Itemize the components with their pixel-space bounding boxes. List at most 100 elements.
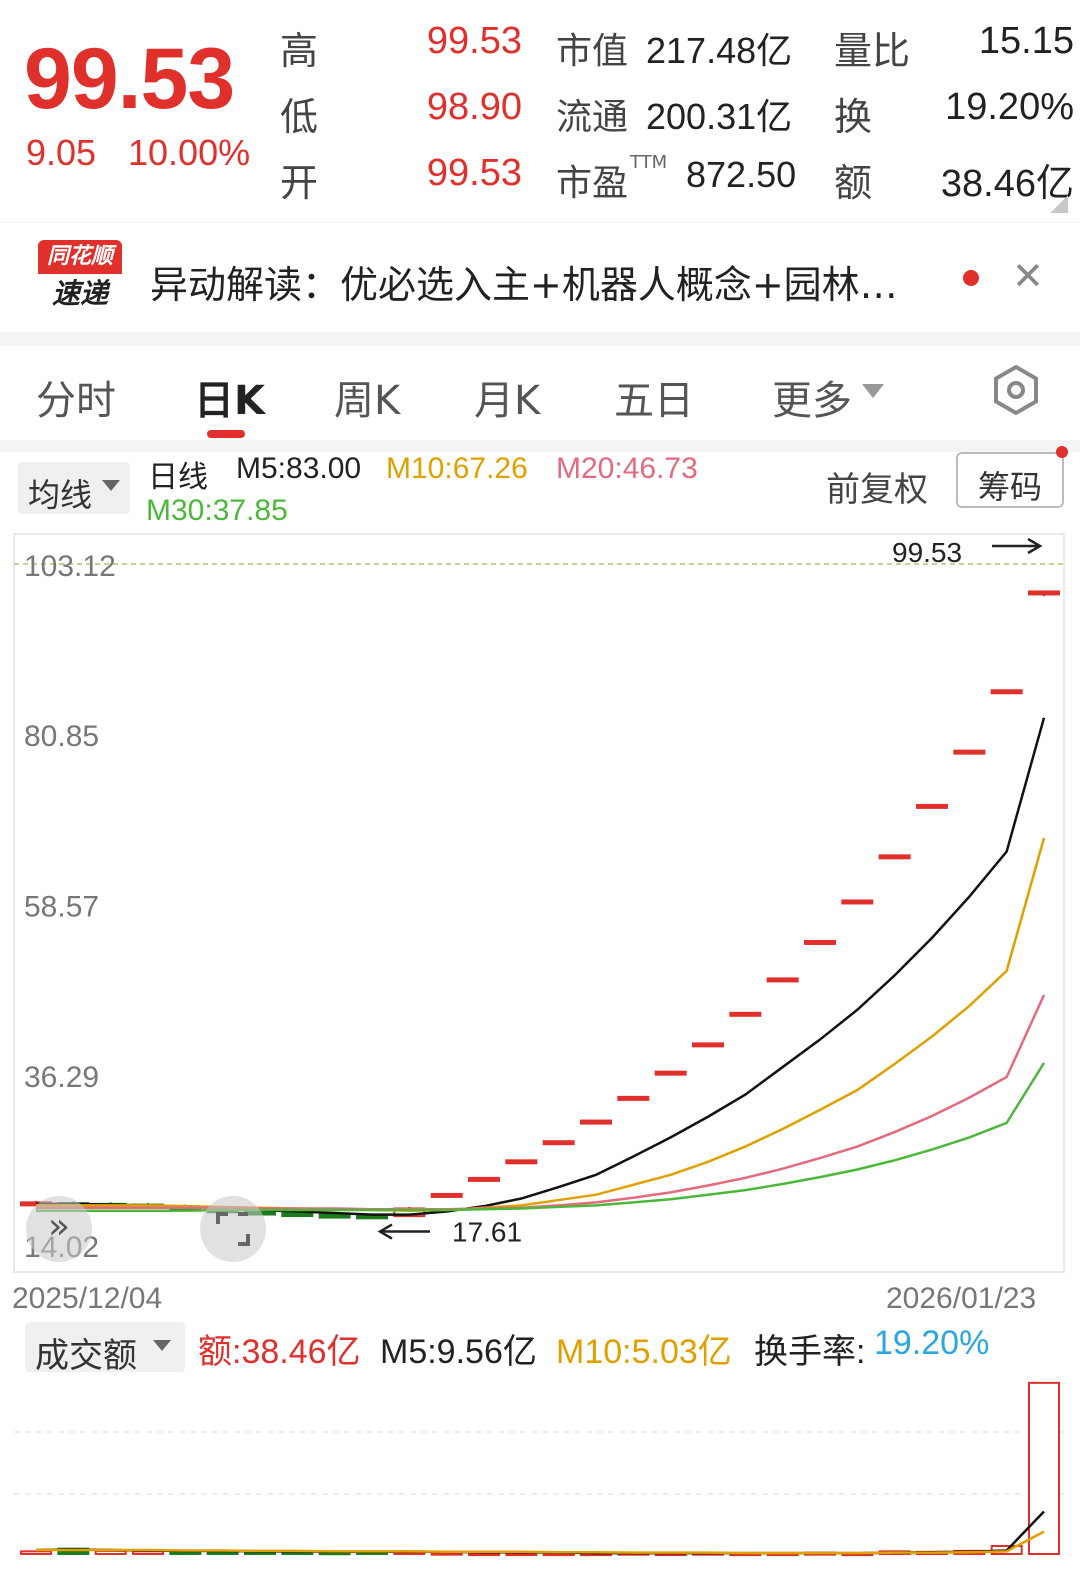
volratio-label: 量比 xyxy=(834,29,911,73)
ma-line-m10 xyxy=(36,837,1046,1213)
section-divider xyxy=(0,332,1080,346)
last-price: 99.53 xyxy=(24,31,235,127)
volume-ma10-legend: M10:5.03亿 xyxy=(556,1333,732,1371)
open-label: 开 xyxy=(280,161,319,205)
candle xyxy=(990,689,1023,695)
volratio-value: 15.15 xyxy=(978,20,1074,62)
candle xyxy=(766,977,799,983)
min-price-label: 17.61 xyxy=(452,1217,522,1248)
turnover-rate-value: 19.20% xyxy=(874,1324,990,1362)
volume-chart[interactable] xyxy=(0,1370,1080,1570)
volume-ma-line-m10 xyxy=(36,1530,1045,1555)
candle xyxy=(878,854,911,860)
volume-selector-label: 成交额 xyxy=(35,1336,137,1376)
last-price-label: 99.53 xyxy=(892,537,962,568)
alert-text[interactable]: 异动解读：优必选入主+机器人概念+园林… xyxy=(150,263,898,307)
chart-frame xyxy=(13,533,1065,1273)
ma20-legend: M20:46.73 xyxy=(556,452,698,485)
y-tick-label: 80.85 xyxy=(24,720,99,753)
chevron-down-icon xyxy=(153,1340,171,1351)
ma5-legend: M5:83.00 xyxy=(236,452,362,485)
price-change: 9.05 xyxy=(26,132,97,173)
candle xyxy=(617,1095,650,1101)
candle xyxy=(505,1159,538,1165)
volume-bar xyxy=(1028,1381,1060,1556)
candle xyxy=(542,1140,575,1146)
volume-bar xyxy=(20,1550,52,1556)
pe-label: 市盈 xyxy=(556,163,629,204)
high-label: 高 xyxy=(280,29,319,73)
candle xyxy=(841,899,874,905)
arrow-right-icon xyxy=(992,537,1043,555)
amount-label: 额 xyxy=(834,161,873,205)
ma-line-m30 xyxy=(36,1062,1046,1213)
forward-adjust-toggle[interactable]: 前复权 xyxy=(826,470,928,510)
float-label: 流通 xyxy=(556,97,629,138)
indicator-selector[interactable]: 均线 xyxy=(18,462,130,514)
tab-daily-k[interactable]: 日K xyxy=(194,378,265,424)
chips-button[interactable]: 筹码 xyxy=(956,452,1064,508)
pe-value: 872.50 xyxy=(686,154,797,195)
candle xyxy=(1028,590,1060,596)
open-value: 99.53 xyxy=(426,152,522,194)
turnover-value: 19.20% xyxy=(945,86,1074,128)
candle xyxy=(953,749,986,755)
tab-five-day[interactable]: 五日 xyxy=(614,378,694,424)
x-axis-start-date: 2025/12/04 xyxy=(12,1282,163,1315)
period-label: 日线 xyxy=(148,461,208,494)
candle xyxy=(804,939,836,945)
high-value: 99.53 xyxy=(426,20,522,62)
volume-ma-line-m5 xyxy=(35,1510,1045,1555)
candle xyxy=(580,1119,612,1125)
y-tick-label: 58.57 xyxy=(24,891,99,924)
volume-indicator-selector[interactable]: 成交额 xyxy=(25,1322,185,1376)
turnover-rate-label: 换手率: xyxy=(754,1333,866,1371)
candle xyxy=(916,803,948,809)
chevron-down-icon xyxy=(102,480,120,491)
y-tick-label: 103.12 xyxy=(24,550,116,583)
fullscreen-icon xyxy=(216,1212,250,1246)
section-divider xyxy=(0,440,1080,452)
volume-ma5-legend: M5:9.56亿 xyxy=(380,1333,537,1371)
settings-icon[interactable] xyxy=(990,364,1042,416)
low-value: 98.90 xyxy=(426,86,522,128)
ma-line-m20 xyxy=(36,994,1046,1211)
volume-amount-legend: 额:38.46亿 xyxy=(198,1333,361,1371)
turnover-label: 换 xyxy=(834,95,873,139)
price-change-pct: 10.00% xyxy=(128,132,251,173)
alert-banner[interactable] xyxy=(0,222,1080,332)
logo-top-text: 同花顺 xyxy=(38,240,122,274)
candle xyxy=(430,1192,463,1198)
mktcap-label: 市值 xyxy=(556,31,629,72)
close-icon[interactable]: ✕ xyxy=(1012,254,1044,298)
x-axis-end-date: 2026/01/23 xyxy=(886,1282,1037,1315)
tab-intraday[interactable]: 分时 xyxy=(36,378,116,424)
amount-value: 38.46亿 xyxy=(940,163,1074,205)
expand-button[interactable]: » xyxy=(26,1196,92,1262)
candle xyxy=(654,1070,687,1076)
candle xyxy=(281,1212,314,1218)
active-tab-indicator xyxy=(207,430,245,438)
pe-ttm-sup: TTM xyxy=(630,152,668,173)
low-label: 低 xyxy=(280,95,319,139)
tab-more[interactable]: 更多 xyxy=(772,378,852,424)
float-value: 200.31亿 xyxy=(646,96,793,137)
indicator-selector-label: 均线 xyxy=(28,476,93,514)
ma-line-m5 xyxy=(36,717,1046,1216)
mktcap-value: 217.48亿 xyxy=(646,30,793,71)
candle xyxy=(692,1042,724,1048)
unread-dot-icon xyxy=(963,270,979,286)
fullscreen-button[interactable] xyxy=(200,1196,266,1262)
arrow-left-icon xyxy=(377,1223,430,1240)
candle xyxy=(318,1213,351,1219)
resize-handle-icon[interactable] xyxy=(1050,195,1068,213)
tab-weekly-k[interactable]: 周K xyxy=(334,378,401,424)
tonghuashun-express-logo: 同花顺 速递 xyxy=(38,240,122,314)
ma30-legend: M30:37.85 xyxy=(146,494,288,527)
logo-bottom-text: 速递 xyxy=(51,277,108,310)
tab-monthly-k[interactable]: 月K xyxy=(474,378,541,424)
ma10-legend: M10:67.26 xyxy=(386,452,528,485)
more-caret-icon xyxy=(862,384,884,398)
y-tick-label: 36.29 xyxy=(24,1061,99,1094)
